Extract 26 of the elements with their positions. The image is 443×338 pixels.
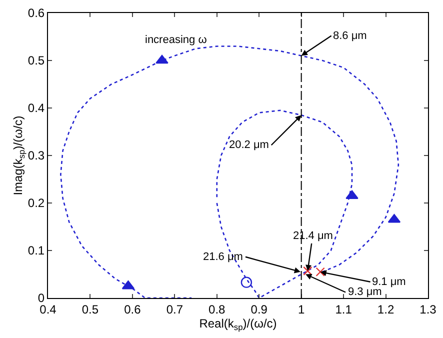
annotation: 8.6 μm xyxy=(333,30,367,42)
annotation: 9.3 μm xyxy=(348,286,382,298)
x-tick-label: 1.2 xyxy=(377,302,394,316)
y-tick-label: 0.6 xyxy=(28,6,45,20)
x-tick-label: 1.1 xyxy=(335,302,352,316)
annotation: 20.2 μm xyxy=(229,139,269,151)
x-axis-title: Real(k$_{sp}$)/(ω/c) xyxy=(199,316,277,332)
x-tick-label: 0.7 xyxy=(166,302,184,316)
y-tick-label: 0.2 xyxy=(28,196,45,210)
y-tick-label: 0.5 xyxy=(28,54,45,68)
annotation: 21.6 μm xyxy=(203,251,243,263)
annotation: 9.1 μm xyxy=(372,276,406,288)
annotation: 21.4 μm xyxy=(293,230,333,242)
point xyxy=(303,266,312,276)
x-tick-label: 1 xyxy=(298,302,305,316)
x-tick-label: 0.6 xyxy=(124,302,142,316)
x-tick-label: 0.9 xyxy=(250,302,268,316)
point xyxy=(240,276,252,288)
annotation: increasing ω xyxy=(145,34,208,46)
y-tick-label: 0.3 xyxy=(28,148,45,163)
point xyxy=(156,54,168,64)
x-tick-label: 1.3 xyxy=(420,302,437,316)
x-tick-label: 0.5 xyxy=(82,302,99,316)
x-tick-label: 0.8 xyxy=(208,302,226,316)
y-tick-label: 0.1 xyxy=(28,244,45,258)
y-tick-label: 0.4 xyxy=(28,101,45,116)
